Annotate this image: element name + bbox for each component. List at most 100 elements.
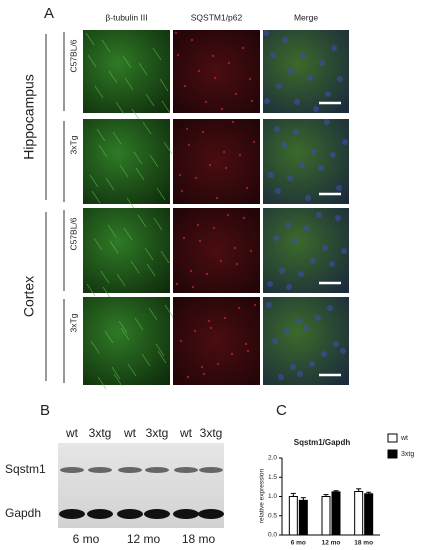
timepoint-label: 18 mo — [182, 532, 216, 546]
fiber — [135, 167, 145, 181]
fiber — [119, 164, 129, 178]
nucleus — [325, 91, 331, 97]
nucleus — [304, 225, 310, 231]
fiber — [144, 247, 154, 261]
row-label: C57BL/6 — [68, 39, 78, 72]
puncta — [175, 282, 179, 286]
band — [198, 509, 224, 519]
legend-label: 3xtg — [401, 451, 414, 458]
chart-title: Sqstm1/Gapdh — [294, 438, 351, 447]
nucleus — [340, 348, 346, 354]
fiber — [112, 131, 122, 145]
nucleus — [285, 222, 291, 228]
puncta — [252, 140, 256, 144]
fiber — [124, 77, 134, 91]
panel-label: C — [276, 402, 287, 419]
fiber — [123, 227, 133, 241]
fiber — [109, 240, 119, 254]
y-axis-label: relative expression — [259, 469, 266, 524]
group-label: Cortex — [21, 276, 37, 317]
fiber — [104, 330, 114, 344]
band — [174, 467, 198, 473]
fiber — [149, 154, 159, 168]
puncta — [231, 120, 235, 124]
lane-label: 3xtg — [200, 426, 223, 440]
fiber — [137, 214, 147, 228]
fiber — [134, 317, 144, 331]
nucleus — [278, 374, 284, 380]
nucleus — [316, 212, 322, 218]
puncta — [193, 329, 197, 333]
band-label: Gapdh — [5, 506, 41, 520]
fiber — [127, 363, 137, 377]
puncta — [253, 303, 257, 307]
fiber — [130, 260, 140, 274]
micrograph — [263, 30, 349, 113]
micrograph — [173, 208, 260, 293]
nucleus — [315, 315, 321, 321]
fiber — [116, 273, 126, 287]
nucleus — [286, 284, 292, 290]
micrograph — [173, 297, 260, 385]
row-label: 3xTg — [68, 135, 78, 154]
column-header: SQSTM1/p62 — [191, 12, 243, 22]
puncta — [224, 166, 228, 170]
y-tick-label: 0.5 — [268, 512, 277, 519]
bar — [298, 499, 308, 536]
band — [145, 467, 169, 473]
fiber — [111, 366, 121, 380]
timepoint-label: 6 mo — [73, 532, 100, 546]
nucleus — [284, 328, 290, 334]
fiber — [97, 376, 107, 390]
puncta — [244, 342, 248, 346]
puncta — [190, 38, 194, 42]
fiber — [161, 100, 171, 114]
fiber — [101, 39, 111, 53]
lane-label: 3xtg — [89, 426, 112, 440]
nucleus — [336, 185, 342, 191]
nucleus — [264, 98, 270, 104]
puncta — [233, 246, 237, 250]
fiber — [94, 85, 104, 99]
fiber — [153, 217, 163, 231]
nucleus — [337, 76, 343, 82]
fiber — [142, 121, 152, 135]
fiber — [160, 250, 170, 264]
fiber — [159, 78, 169, 92]
nucleus — [267, 281, 273, 287]
puncta — [215, 196, 219, 200]
timepoint-label: 12 mo — [127, 532, 161, 546]
nucleus — [341, 248, 347, 254]
nucleus — [272, 338, 278, 344]
puncta — [186, 375, 190, 379]
nucleus — [288, 68, 294, 74]
y-tick-label: 1.5 — [268, 474, 277, 481]
nucleus — [294, 99, 300, 105]
fiber — [85, 32, 95, 46]
puncta — [187, 143, 191, 147]
fiber — [145, 93, 155, 107]
puncta — [242, 216, 246, 220]
puncta — [197, 69, 201, 73]
band — [199, 467, 223, 473]
puncta — [191, 285, 195, 289]
fiber — [120, 327, 130, 341]
band — [117, 509, 143, 519]
nucleus — [263, 30, 269, 36]
band — [144, 509, 170, 519]
column-header: β-tubulin III — [105, 12, 147, 22]
fiber — [138, 62, 148, 76]
puncta — [207, 319, 211, 323]
nucleus — [324, 119, 330, 125]
nucleus — [299, 162, 305, 168]
nucleus — [303, 325, 309, 331]
band — [59, 509, 85, 519]
micrograph — [83, 30, 170, 113]
fiber — [152, 47, 162, 61]
nucleus — [275, 188, 281, 194]
panel-label: B — [40, 402, 50, 419]
x-tick-label: 12 mo — [322, 540, 341, 547]
fiber — [91, 190, 101, 204]
lane-label: wt — [65, 426, 79, 440]
puncta — [176, 53, 180, 57]
